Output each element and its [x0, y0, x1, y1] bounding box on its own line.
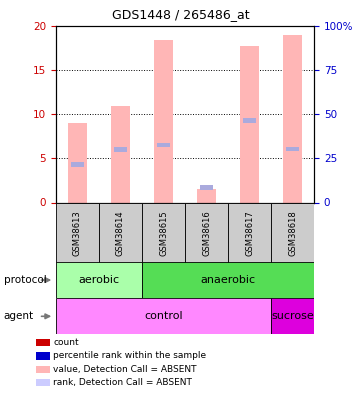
- Text: sucrose: sucrose: [271, 311, 314, 321]
- Text: protocol: protocol: [4, 275, 46, 285]
- Text: anaerobic: anaerobic: [200, 275, 256, 285]
- Text: GSM38617: GSM38617: [245, 210, 254, 256]
- Text: GSM38613: GSM38613: [73, 210, 82, 256]
- Text: rank, Detection Call = ABSENT: rank, Detection Call = ABSENT: [53, 378, 192, 387]
- Text: GSM38614: GSM38614: [116, 210, 125, 256]
- Bar: [228, 202, 271, 263]
- Bar: [56, 202, 99, 263]
- Text: GSM38616: GSM38616: [202, 210, 211, 256]
- Bar: [71, 162, 84, 167]
- Text: GSM38615: GSM38615: [159, 210, 168, 256]
- Bar: [243, 118, 256, 123]
- Bar: [56, 262, 142, 298]
- Bar: [240, 46, 259, 202]
- Text: agent: agent: [4, 311, 34, 321]
- Bar: [111, 106, 130, 202]
- Bar: [197, 189, 216, 202]
- Text: control: control: [144, 311, 183, 321]
- Bar: [157, 143, 170, 147]
- Bar: [68, 123, 87, 202]
- Bar: [286, 147, 299, 151]
- Text: GSM38618: GSM38618: [288, 210, 297, 256]
- Bar: [283, 35, 302, 202]
- Text: aerobic: aerobic: [78, 275, 119, 285]
- Text: percentile rank within the sample: percentile rank within the sample: [53, 352, 206, 360]
- Bar: [114, 147, 127, 152]
- Text: GDS1448 / 265486_at: GDS1448 / 265486_at: [112, 9, 249, 21]
- Bar: [142, 262, 314, 298]
- Bar: [99, 202, 142, 263]
- Text: count: count: [53, 338, 79, 347]
- Bar: [154, 40, 173, 202]
- Text: value, Detection Call = ABSENT: value, Detection Call = ABSENT: [53, 365, 197, 374]
- Bar: [56, 298, 271, 334]
- Bar: [271, 298, 314, 334]
- Bar: [185, 202, 228, 263]
- Bar: [271, 202, 314, 263]
- Bar: [142, 202, 185, 263]
- Bar: [200, 185, 213, 190]
